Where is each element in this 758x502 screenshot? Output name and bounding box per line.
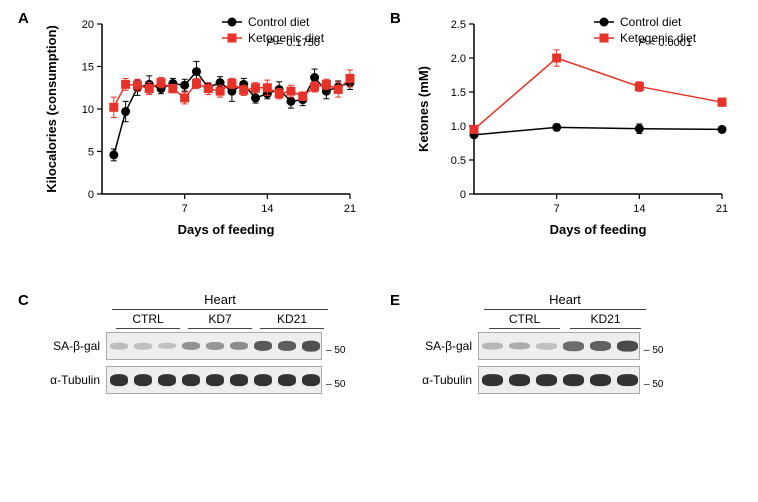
blot-band — [302, 374, 321, 386]
panel-b-label: B — [390, 10, 401, 27]
panel-a-label: A — [18, 10, 29, 27]
blot-band — [182, 342, 201, 350]
svg-text:Control diet: Control diet — [620, 15, 682, 29]
blot-group-label: KD7 — [184, 312, 256, 326]
svg-text:1.0: 1.0 — [451, 121, 466, 133]
mw-marker: – 50 — [640, 379, 663, 394]
blot-band — [590, 341, 611, 351]
blot-band — [254, 374, 273, 386]
svg-text:Ketones (mM): Ketones (mM) — [416, 66, 431, 152]
blot-band — [206, 374, 225, 386]
svg-text:0: 0 — [88, 189, 94, 201]
blot-band — [182, 374, 201, 386]
panel-c-blot: Heart CTRLKD7KD21 SA-β-gal – 50 α-Tubulin – 5… — [36, 292, 366, 400]
blot-tissue-label: Heart — [112, 292, 328, 310]
blot-band — [536, 374, 557, 386]
svg-text:7: 7 — [554, 203, 560, 215]
svg-text:0.5: 0.5 — [451, 155, 466, 167]
blot-band — [509, 374, 530, 386]
svg-text:14: 14 — [633, 203, 645, 215]
blot-band — [563, 374, 584, 386]
blot-band — [482, 374, 503, 386]
svg-text:1.5: 1.5 — [451, 87, 466, 99]
svg-text:2.5: 2.5 — [451, 19, 466, 31]
blot-band — [230, 342, 249, 350]
blot-group-label: CTRL — [484, 312, 565, 326]
blot-band — [617, 341, 638, 352]
svg-text:Ketogenic diet: Ketogenic diet — [620, 31, 697, 45]
panel-e-label: E — [390, 292, 400, 309]
blot-band — [134, 374, 153, 386]
mw-marker: – 50 — [640, 345, 663, 360]
blot-row-label: SA-β-gal — [36, 339, 106, 353]
svg-text:0: 0 — [460, 189, 466, 201]
blot-row-label: α-Tubulin — [408, 373, 478, 387]
svg-text:14: 14 — [261, 203, 273, 215]
blot-image — [106, 366, 322, 394]
blot-band — [482, 343, 503, 350]
svg-text:20: 20 — [82, 19, 94, 31]
blot-image — [478, 332, 640, 360]
svg-text:Control diet: Control diet — [248, 15, 310, 29]
blot-band — [278, 341, 297, 351]
blot-band — [158, 343, 177, 349]
blot-band — [158, 374, 177, 386]
panel-b-svg: 0 0.5 1.0 1.5 2.0 2.5 7 14 21 Days of feeding Keto… — [412, 10, 732, 240]
blot-group-label: KD21 — [565, 312, 646, 326]
svg-text:Ketogenic diet: Ketogenic diet — [248, 31, 325, 45]
blot-band — [254, 341, 273, 351]
blot-band — [590, 374, 611, 386]
svg-text:7: 7 — [182, 203, 188, 215]
svg-text:Kilocalories (consumption): Kilocalories (consumption) — [44, 25, 59, 193]
panel-c-label: C — [18, 292, 29, 309]
svg-text:Days of feeding: Days of feeding — [550, 222, 647, 237]
blot-band — [536, 343, 557, 350]
blot-band — [278, 374, 297, 386]
panel-a-svg: 0 5 10 15 20 7 14 21 Days of feeding Kilocalories… — [40, 10, 360, 240]
svg-text:21: 21 — [716, 203, 728, 215]
blot-band — [302, 341, 321, 352]
blot-band — [134, 343, 153, 350]
panel-e-blot: Heart CTRLKD21 SA-β-gal – 50 α-Tubulin – 50 — [408, 292, 708, 400]
blot-group-label: CTRL — [112, 312, 184, 326]
svg-text:2.0: 2.0 — [451, 53, 466, 65]
blot-band — [110, 343, 129, 350]
blot-band — [230, 374, 249, 386]
blot-band — [563, 341, 584, 351]
blot-band — [110, 374, 129, 386]
blot-image — [106, 332, 322, 360]
svg-text:5: 5 — [88, 147, 94, 159]
mw-marker: – 50 — [322, 345, 345, 360]
panel-b-chart: 0 0.5 1.0 1.5 2.0 2.5 7 14 21 Days of feeding Keto… — [412, 10, 732, 240]
svg-text:Days of feeding: Days of feeding — [178, 222, 275, 237]
blot-tissue-label: Heart — [484, 292, 646, 310]
blot-band — [509, 342, 530, 349]
blot-group-label: KD21 — [256, 312, 328, 326]
panel-a-chart: 0 5 10 15 20 7 14 21 Days of feeding Kilocalories… — [40, 10, 360, 240]
blot-band — [617, 374, 638, 386]
blot-image — [478, 366, 640, 394]
svg-text:15: 15 — [82, 62, 94, 74]
svg-text:10: 10 — [82, 104, 94, 116]
blot-row-label: SA-β-gal — [408, 339, 478, 353]
blot-row-label: α-Tubulin — [36, 373, 106, 387]
blot-band — [206, 342, 225, 350]
svg-text:21: 21 — [344, 203, 356, 215]
mw-marker: – 50 — [322, 379, 345, 394]
